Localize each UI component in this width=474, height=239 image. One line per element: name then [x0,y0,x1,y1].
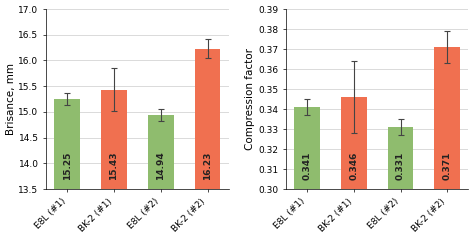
Text: 15.25: 15.25 [63,152,72,180]
Bar [435,47,460,239]
Bar [388,127,413,239]
Bar [148,115,173,239]
Y-axis label: Brisance, mm: Brisance, mm [6,63,16,135]
Y-axis label: Compression factor: Compression factor [246,48,255,150]
Text: 0.341: 0.341 [302,152,311,180]
Text: 0.371: 0.371 [443,152,452,180]
Bar [55,99,80,239]
Text: 0.331: 0.331 [396,152,405,180]
Text: 14.94: 14.94 [156,151,165,180]
Text: 15.43: 15.43 [109,152,118,180]
Text: 16.23: 16.23 [203,152,212,180]
Bar [101,90,127,239]
Bar [195,49,220,239]
Bar [294,107,320,239]
Text: 0.346: 0.346 [349,152,358,180]
Bar [341,97,367,239]
